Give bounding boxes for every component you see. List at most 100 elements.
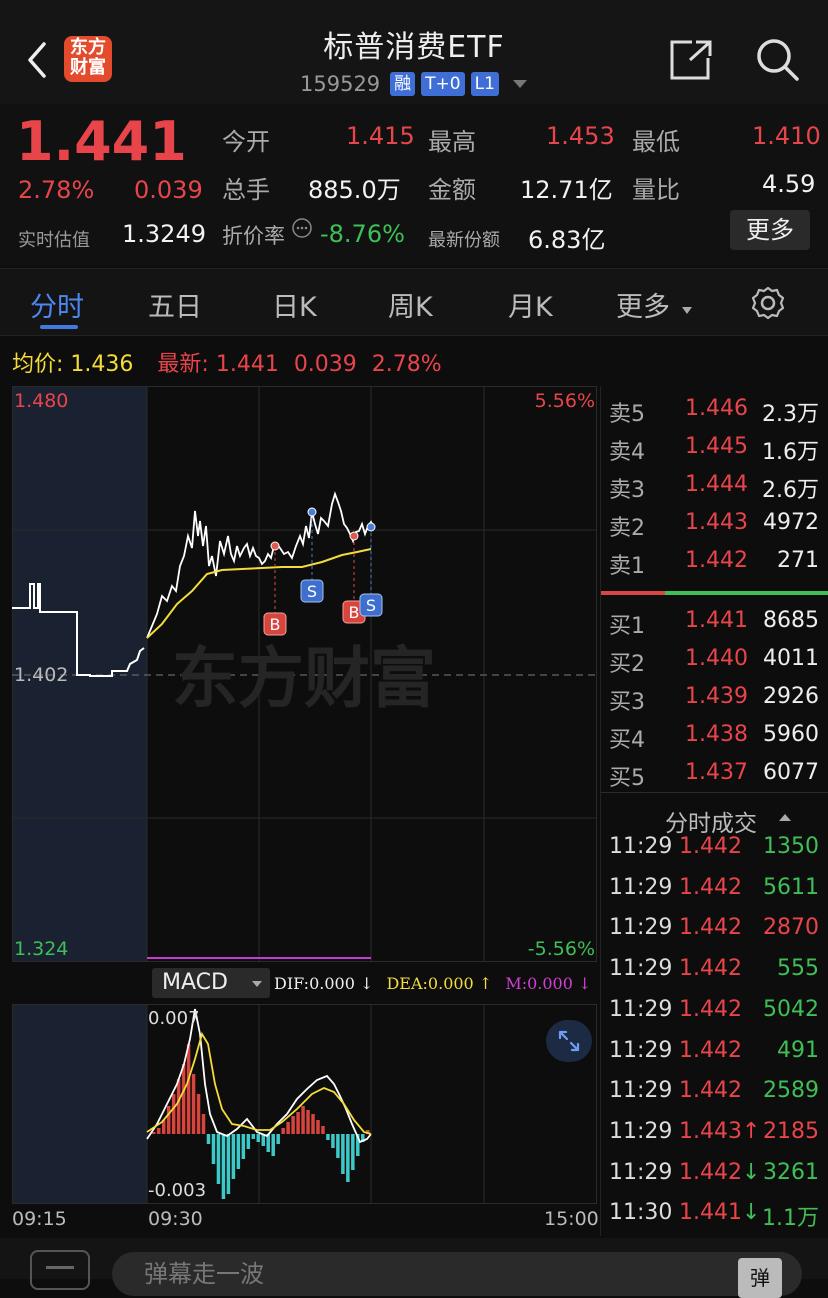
macd-bar [221,1134,226,1199]
pct-max-label: 5.56% [535,390,595,412]
chevron-down-icon[interactable] [512,80,527,88]
trade-volume: 555 [777,956,819,982]
macd-bar [261,1134,265,1146]
bid-row[interactable]: 买3 1.439 2926 [609,684,819,715]
tab-monthly-k[interactable]: 月K [508,292,553,323]
tab-daily-k[interactable]: 日K [272,292,317,323]
expand-icon[interactable] [546,1020,592,1062]
tab-intraday[interactable]: 分时 [30,292,84,323]
trade-row: 11:29 1.442 491 [601,1038,828,1078]
danmu-button[interactable]: 弹 [738,1258,782,1298]
pct-min-label: -5.56% [528,938,595,960]
trade-volume: 491 [777,1037,819,1063]
macd-bar [366,1130,370,1134]
trade-volume: 3261 [763,1159,819,1185]
security-code-row[interactable]: 159529 融 T+0 L1 [300,70,527,98]
macd-chart-canvas: 0.007 -0.003 [12,1004,597,1204]
ask-row[interactable]: 卖1 1.442 271 [609,548,819,579]
latest-pct: 2.78% [371,352,442,377]
chat-icon[interactable] [30,1250,90,1290]
trade-price: 1.442↓ [679,1160,760,1185]
period-tabs: 分时 五日 日K 周K 月K 更多 [0,268,828,336]
trade-time: 11:29 [609,1037,673,1063]
y-mid-label: 1.402 [14,664,68,686]
ask-row[interactable]: 卖3 1.444 2.6万 [609,472,819,503]
danmu-input[interactable]: 弹幕走一波 [112,1252,802,1296]
trade-row: 11:29 1.442 5042 [601,997,828,1037]
macd-bar [236,1134,241,1169]
tab-five-day[interactable]: 五日 [148,292,202,323]
macd-bar [356,1134,360,1156]
volume-ratio-label: 量比 [632,176,680,204]
eastmoney-logo: 东方财富 [64,36,112,82]
macd-y-max: 0.007 [148,1008,200,1029]
trade-row: 11:29 1.442 555 [601,956,828,996]
trade-row: 11:29 1.443↑ 2185 [601,1119,828,1159]
quote-panel: 1.441 2.78% 0.039 实时估值 1.3249 今开 1.415 最… [0,104,828,266]
macd-bar [331,1134,335,1148]
trade-price: 1.443↑ [679,1119,760,1144]
macd-bar [176,1079,181,1134]
bid-row[interactable]: 买5 1.437 6077 [609,760,819,791]
chevron-down-icon [252,981,262,987]
macd-bar [336,1134,340,1158]
ask-row[interactable]: 卖5 1.446 2.3万 [609,396,819,427]
macd-bar [161,1120,166,1134]
m-value: M:0.000 [505,974,573,993]
est-value: 1.3249 [122,220,206,248]
change-percent: 2.78% [18,176,95,204]
trade-volume: 2185 [763,1118,819,1144]
chevron-up-icon[interactable] [779,814,791,821]
trade-markers: B S B S [263,507,383,636]
trade-price: 1.442 [679,997,742,1022]
macd-bar [181,1064,186,1134]
security-code: 159529 [300,72,381,96]
indicator-selector-label: MACD [162,970,228,995]
ask-row[interactable]: 卖2 1.443 4972 [609,510,819,541]
trade-price-value: 1.442 [679,956,742,982]
macd-histogram [152,1044,370,1199]
macd-bar [286,1122,290,1134]
trade-time: 11:29 [609,834,673,859]
macd-bar [246,1134,251,1149]
back-arrow-icon[interactable] [24,38,54,82]
macd-bar [361,1134,365,1142]
trade-row: 11:30 1.441↓ 1.1万 [601,1200,828,1240]
info-ellipsis-icon[interactable] [290,216,314,240]
trades-title[interactable]: 分时成交 [665,811,757,837]
trade-price-value: 1.442 [679,996,742,1022]
bid-row[interactable]: 买4 1.438 5960 [609,722,819,753]
trade-row: 11:29 1.442↓ 3261 [601,1160,828,1200]
trade-direction-icon: ↓ [741,1159,761,1185]
margin-tag: 融 [390,72,416,96]
share-icon[interactable] [668,38,714,82]
bid-row[interactable]: 买1 1.441 8685 [609,608,819,639]
more-button[interactable]: 更多 [730,210,810,250]
trade-time: 11:29 [609,996,673,1022]
macd-chart: 0.007 -0.003 [12,1004,597,1230]
bid-row[interactable]: 买2 1.440 4011 [609,646,819,677]
trade-price-value: 1.442 [679,1078,742,1104]
avg-label: 均价: [12,352,64,377]
macd-bar [296,1112,300,1134]
macd-bar [196,1094,201,1134]
trade-row: 11:29 1.442 2589 [601,1078,828,1118]
macd-bar [186,1044,191,1134]
pre-market-price-line [12,583,145,677]
macd-bar [341,1134,345,1174]
gear-icon[interactable] [750,285,786,321]
intraday-chart[interactable]: 东方财富 B S B S 1.480 1.402 1.324 5.56% -5.… [12,386,597,966]
indicator-selector[interactable]: MACD [152,968,270,998]
macd-bar [321,1126,325,1134]
level1-tag: L1 [470,72,499,96]
latest-value: 1.441 [215,352,279,377]
ask-row[interactable]: 卖4 1.445 1.6万 [609,434,819,465]
tab-more[interactable]: 更多 [616,292,670,323]
trade-volume: 5611 [763,874,819,900]
active-tab-indicator [40,325,78,329]
trade-volume: 5042 [763,996,819,1022]
macd-bar [171,1094,176,1134]
tab-weekly-k[interactable]: 周K [388,292,433,323]
latest-label: 最新: [157,352,209,377]
search-icon[interactable] [754,36,800,82]
